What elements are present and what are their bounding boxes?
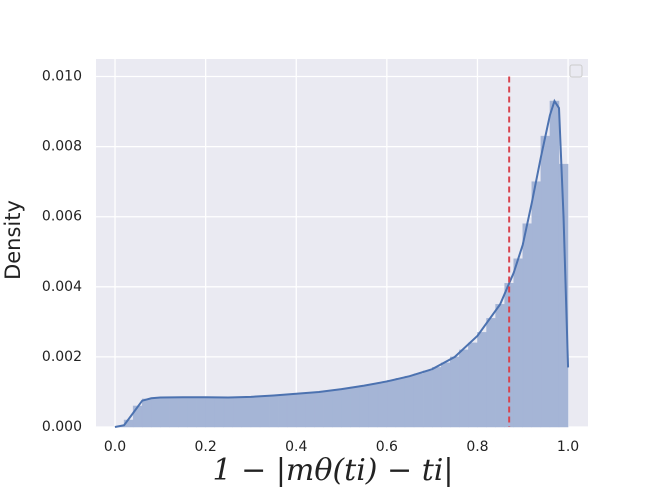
x-tick-label: 0.4	[285, 439, 307, 455]
y-tick-label: 0.006	[42, 209, 82, 225]
bar	[459, 349, 469, 428]
bar	[286, 393, 297, 428]
kde-line	[114, 98, 570, 428]
bar	[314, 391, 324, 428]
y-tick-label: 0.010	[42, 69, 82, 85]
y-tick-label: 0.008	[42, 139, 82, 155]
bar	[495, 304, 505, 428]
bar	[477, 332, 487, 428]
bar	[450, 356, 460, 428]
y-tick-label: 0.004	[42, 279, 82, 295]
bar	[214, 397, 225, 428]
bar	[305, 392, 315, 428]
bar	[540, 135, 551, 428]
y-axis-label: Density	[1, 200, 25, 280]
bar	[250, 396, 261, 428]
bar	[386, 380, 397, 428]
x-axis-label: 1 − |mθ(ti) − ti|	[213, 453, 454, 488]
x-tick-label: 0.0	[104, 439, 126, 455]
bar	[350, 386, 360, 428]
bar	[323, 390, 333, 428]
bar	[431, 367, 442, 428]
bar	[259, 395, 270, 428]
bar	[404, 375, 415, 428]
bar	[160, 397, 170, 428]
x-tick-label: 0.6	[376, 439, 398, 455]
bar	[196, 396, 206, 428]
bar	[513, 258, 524, 428]
bar	[151, 397, 161, 428]
bar	[558, 163, 569, 428]
bar	[486, 318, 496, 428]
bar	[413, 373, 424, 428]
bar	[132, 405, 143, 428]
bar	[295, 393, 306, 428]
bar	[178, 396, 188, 428]
bar	[359, 385, 369, 428]
x-tick-label: 0.8	[466, 439, 488, 455]
bar	[531, 181, 542, 428]
bar	[268, 395, 279, 428]
bar	[232, 396, 243, 428]
bar	[223, 397, 234, 428]
bar	[395, 378, 406, 428]
bar	[549, 100, 560, 428]
y-tick-label: 0.000	[42, 419, 82, 435]
bar	[422, 370, 433, 428]
bar	[522, 223, 533, 428]
bar	[187, 396, 197, 428]
bar	[332, 389, 342, 428]
bar	[277, 394, 288, 428]
x-tick-label: 1.0	[557, 439, 579, 455]
bar	[141, 398, 152, 428]
bar	[241, 396, 252, 428]
bar	[368, 383, 379, 428]
bar	[205, 396, 215, 428]
bar	[440, 362, 451, 428]
bar	[504, 283, 514, 428]
x-tick-label: 0.2	[195, 439, 217, 455]
y-tick-label: 0.002	[42, 349, 82, 365]
bar	[169, 396, 179, 428]
legend-box	[569, 64, 583, 78]
bar	[377, 382, 388, 428]
bar	[468, 342, 478, 428]
bar	[341, 388, 351, 428]
